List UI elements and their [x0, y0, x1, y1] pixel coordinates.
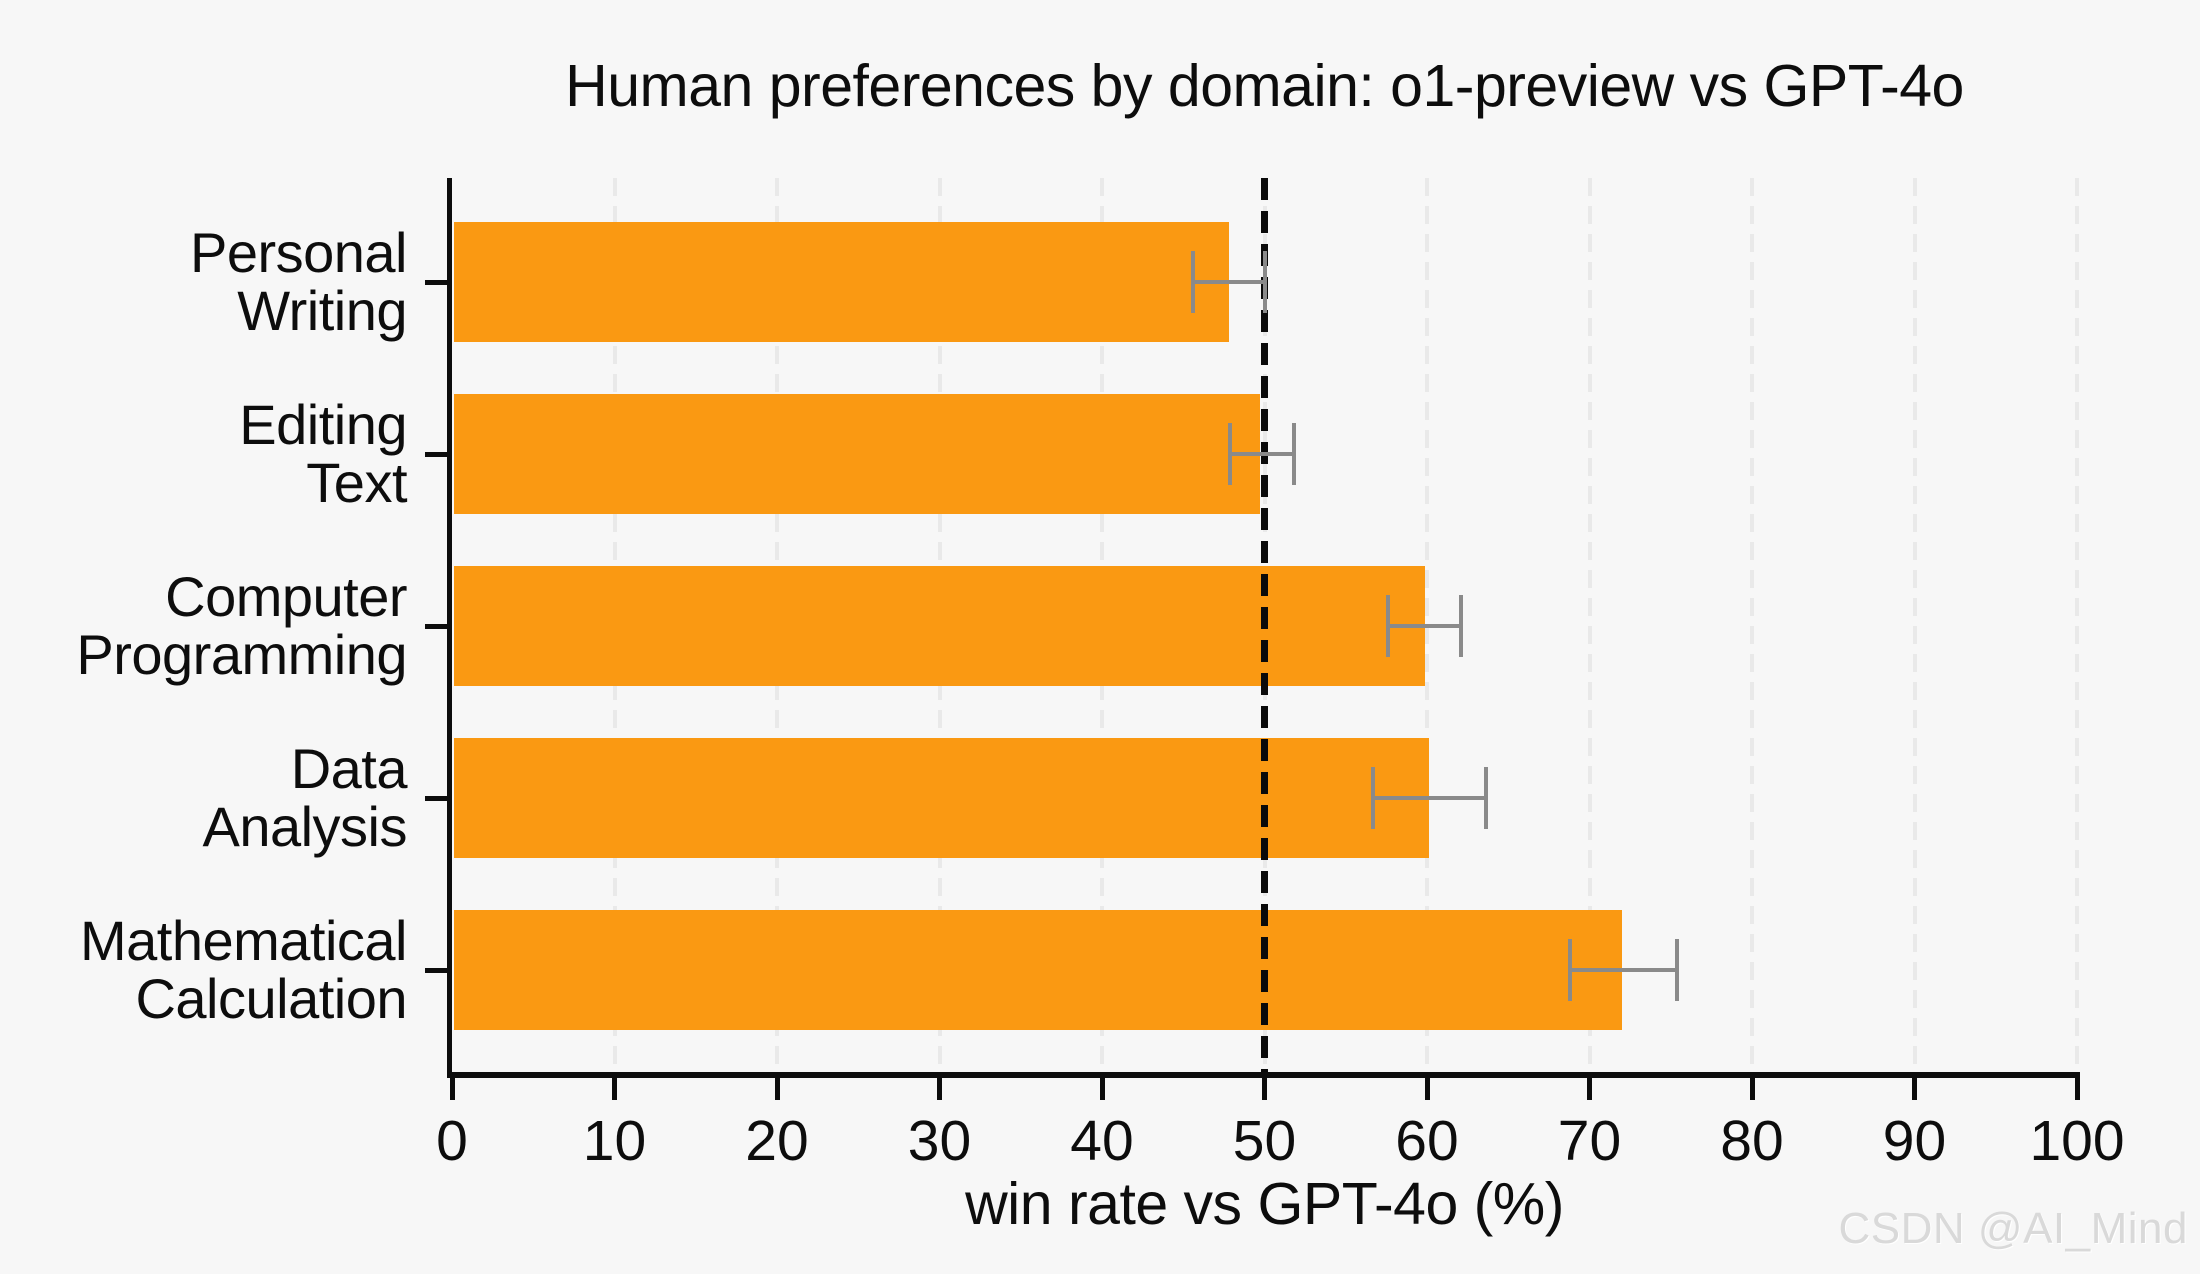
gridline-70	[1587, 178, 1592, 1075]
error-cap-low-computer-programming	[1386, 595, 1390, 657]
reference-line-50	[1261, 178, 1268, 1075]
category-label-line: Calculation	[135, 967, 407, 1030]
x-tick-label-80: 80	[1720, 1109, 1784, 1173]
category-label-data-analysis: Data Analysis	[7, 740, 407, 856]
x-tick-80	[1749, 1075, 1755, 1100]
category-label-line: Data	[290, 737, 408, 800]
gridline-100	[2075, 178, 2079, 1075]
x-tick-label-90: 90	[1882, 1109, 1947, 1173]
category-label-computer-programming: Computer Programming	[7, 568, 407, 684]
x-tick-label-0: 0	[436, 1109, 468, 1173]
x-tick-30	[937, 1075, 942, 1100]
x-tick-100	[2074, 1075, 2080, 1100]
category-label-personal-writing: Personal Writing	[7, 221, 408, 342]
category-label-line: Analysis	[202, 795, 407, 858]
error-cap-high-editing-text	[1291, 423, 1296, 485]
y-tick-computer-programming	[425, 623, 447, 629]
error-cap-low-editing-text	[1228, 423, 1233, 485]
x-tick-label-30: 30	[907, 1109, 972, 1173]
bar-data-analysis	[454, 738, 1429, 858]
x-tick-label-100: 100	[2029, 1109, 2125, 1173]
x-tick-40	[1099, 1075, 1105, 1100]
category-label-line: Personal	[189, 221, 408, 284]
error-cap-low-personal-writing	[1191, 251, 1195, 313]
category-label-mathematical-calculation: Mathematical Calculation	[7, 909, 408, 1030]
error-cap-high-personal-writing	[1262, 251, 1267, 313]
x-tick-label-50: 50	[1232, 1109, 1297, 1173]
error-cap-high-computer-programming	[1459, 595, 1464, 657]
error-cap-high-data-analysis	[1483, 767, 1488, 829]
x-tick-10	[612, 1075, 617, 1100]
chart-title: Human preferences by domain: o1-preview …	[565, 53, 1964, 119]
y-axis-spine	[447, 178, 452, 1075]
y-tick-mathematical-calculation	[425, 967, 447, 973]
bar-mathematical-calculation	[454, 910, 1622, 1030]
error-bar-computer-programming	[1388, 624, 1462, 628]
error-cap-low-data-analysis	[1371, 767, 1376, 829]
y-tick-personal-writing	[425, 279, 447, 285]
bar-editing-text	[454, 394, 1260, 514]
x-tick-60	[1424, 1075, 1430, 1100]
x-axis-title: win rate vs GPT-4o (%)	[965, 1171, 1564, 1237]
y-tick-data-analysis	[425, 795, 447, 801]
gridline-80	[1750, 178, 1754, 1075]
category-label-editing-text: Editing Text	[7, 396, 407, 512]
category-label-line: Editing	[239, 393, 407, 456]
error-cap-high-mathematical-calculation	[1675, 939, 1680, 1001]
category-label-line: Programming	[76, 623, 407, 686]
error-bar-mathematical-calculation	[1570, 968, 1678, 972]
watermark-text: CSDN @AI_Mind	[1838, 1204, 2188, 1253]
error-bar-editing-text	[1230, 452, 1294, 456]
x-tick-label-20: 20	[745, 1109, 809, 1173]
gridline-90	[1912, 178, 1917, 1075]
x-tick-label-40: 40	[1070, 1109, 1134, 1173]
x-tick-90	[1912, 1075, 1917, 1100]
x-tick-label-60: 60	[1395, 1109, 1459, 1173]
y-tick-editing-text	[425, 451, 447, 457]
x-tick-70	[1587, 1075, 1592, 1100]
error-cap-low-mathematical-calculation	[1568, 939, 1572, 1001]
x-tick-label-70: 70	[1557, 1109, 1622, 1173]
error-bar-data-analysis	[1373, 796, 1486, 800]
category-label-line: Computer	[165, 565, 407, 628]
x-tick-0	[449, 1075, 455, 1100]
x-tick-50	[1262, 1075, 1267, 1100]
category-label-line: Mathematical	[79, 909, 408, 972]
category-label-line: Text	[306, 451, 407, 514]
x-tick-20	[774, 1075, 780, 1100]
bar-computer-programming	[454, 566, 1426, 686]
category-label-line: Writing	[237, 279, 407, 342]
bar-personal-writing	[454, 222, 1229, 342]
error-bar-personal-writing	[1193, 280, 1265, 284]
x-tick-label-10: 10	[582, 1109, 647, 1173]
